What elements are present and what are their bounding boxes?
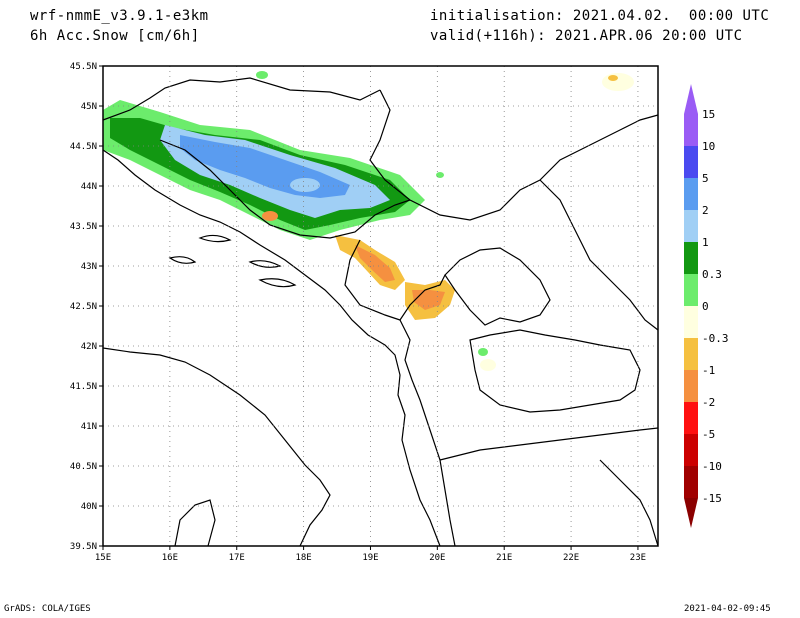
montenegro-border — [344, 239, 446, 321]
colorbar-label: 10 — [702, 140, 715, 153]
lon-label: 18E — [295, 553, 311, 563]
coastlines-borders — [102, 77, 659, 547]
valid-time: valid(+116h): 2021.APR.06 20:00 UTC — [430, 28, 743, 44]
lon-label: 23E — [630, 553, 646, 563]
colorbar: 15 10 5 2 1 0.3 0 -0.3 -1 -2 -5 -10 -15 — [684, 84, 729, 528]
colorbar-label: -0.3 — [702, 332, 729, 345]
colorbar-box — [684, 178, 698, 210]
colorbar-label: 5 — [702, 172, 709, 185]
lat-label: 40N — [81, 502, 97, 512]
colorbar-box — [684, 338, 698, 370]
lon-label: 20E — [429, 553, 445, 563]
serbia-border — [369, 89, 659, 221]
italy-heel — [174, 499, 216, 547]
colorbar-box — [684, 242, 698, 274]
lon-label: 17E — [229, 553, 245, 563]
colorbar-label: 15 — [702, 108, 715, 121]
footer-left: GrADS: COLA/IGES — [4, 604, 91, 614]
lat-label: 39.5N — [70, 542, 97, 552]
croatia-border — [102, 77, 381, 121]
croatian-islands — [168, 234, 297, 288]
lat-label: 43.5N — [70, 222, 97, 232]
colorbar-label: 0.3 — [702, 268, 722, 281]
colorbar-label: -1 — [702, 364, 715, 377]
lat-label: 43N — [81, 262, 97, 272]
colorbar-label: -5 — [702, 428, 715, 441]
lat-label: 42.5N — [70, 302, 97, 312]
colorbar-box — [684, 402, 698, 434]
bulgaria-border — [539, 179, 659, 331]
colorbar-label: -2 — [702, 396, 715, 409]
colorbar-label: 1 — [702, 236, 709, 249]
colorbar-box — [684, 146, 698, 178]
lat-label: 41N — [81, 422, 97, 432]
lat-label: 40.5N — [70, 462, 97, 472]
initialisation-time: initialisation: 2021.04.02. 00:00 UTC — [430, 8, 770, 24]
lat-label: 45N — [81, 102, 97, 112]
lon-labels: 15E 16E 17E 18E 19E 20E 21E 22E 23E — [95, 546, 646, 563]
colorbar-box — [684, 114, 698, 146]
colorbar-top-arrow — [684, 84, 698, 114]
colorbar-bottom-arrow — [684, 498, 698, 528]
colorbar-label: 2 — [702, 204, 709, 217]
lon-label: 21E — [496, 553, 512, 563]
lat-label: 42N — [81, 342, 97, 352]
model-title: wrf-nmmE_v3.9.1-e3km — [30, 8, 209, 24]
map-area — [102, 65, 659, 547]
colorbar-box — [684, 370, 698, 402]
bosnia-border — [159, 139, 411, 239]
lon-label: 19E — [362, 553, 378, 563]
colorbar-label: -10 — [702, 460, 722, 473]
grid-lines — [103, 66, 658, 546]
greece-coast — [599, 459, 659, 547]
macedonia-border — [469, 329, 641, 413]
colorbar-box — [684, 434, 698, 466]
albania-border — [399, 319, 456, 547]
lat-label: 44.5N — [70, 142, 97, 152]
italy-coastline — [102, 347, 331, 547]
lat-label: 41.5N — [70, 382, 97, 392]
lat-label: 45.5N — [70, 62, 97, 72]
colorbar-box — [684, 210, 698, 242]
colorbar-label: 0 — [702, 300, 709, 313]
lon-label: 16E — [162, 553, 178, 563]
colorbar-label: -15 — [702, 492, 722, 505]
adriatic-coastline — [102, 149, 441, 547]
footer-right: 2021-04-02-09:45 — [684, 604, 771, 614]
lon-label: 15E — [95, 553, 111, 563]
colorbar-box — [684, 466, 698, 498]
colorbar-box — [684, 274, 698, 306]
lat-labels: 45.5N 45N 44.5N 44N 43.5N 43N 42.5N 42N 41.5N 41N… — [70, 62, 103, 552]
lat-label: 44N — [81, 182, 97, 192]
kosovo-border — [444, 247, 551, 326]
colorbar-box — [684, 306, 698, 338]
greece-border — [439, 427, 659, 461]
field-title: 6h Acc.Snow [cm/6h] — [30, 28, 200, 44]
lon-label: 22E — [563, 553, 579, 563]
